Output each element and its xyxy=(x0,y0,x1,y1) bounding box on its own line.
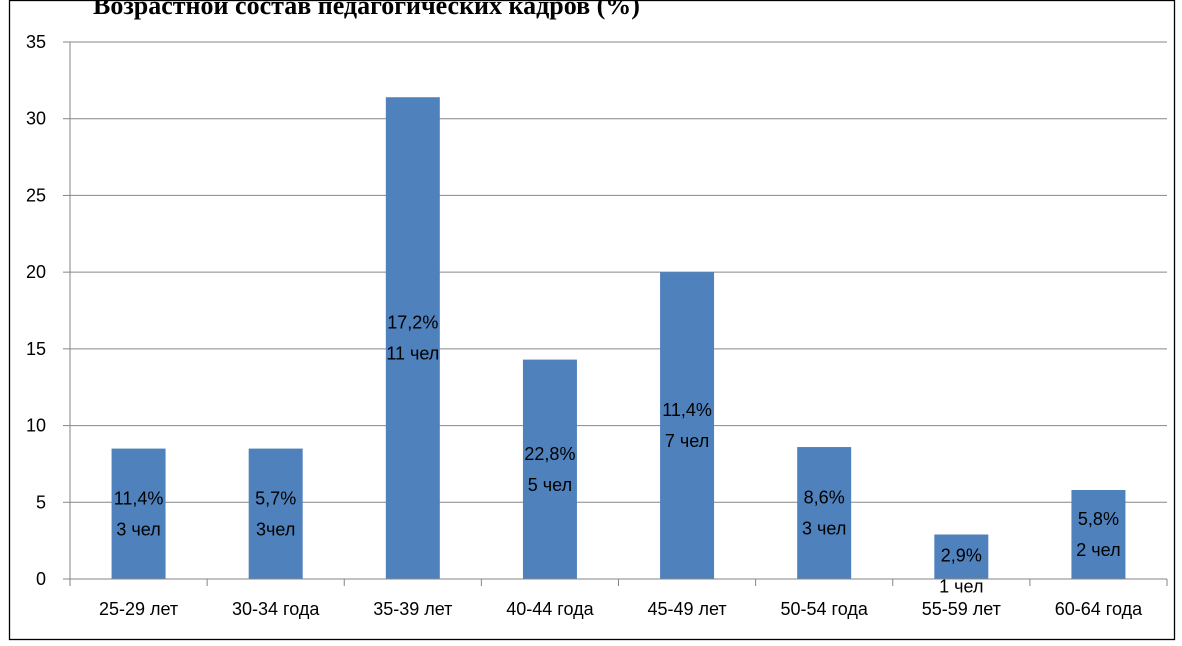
y-tick-label: 25 xyxy=(26,185,46,205)
x-category-label: 30-34 года xyxy=(232,599,320,619)
x-category-label: 55-59 лет xyxy=(922,599,1001,619)
x-category-label: 50-54 года xyxy=(781,599,869,619)
bar xyxy=(797,447,852,579)
data-label: 5,7% xyxy=(255,488,296,508)
bar xyxy=(934,534,989,579)
data-label: 3 чел xyxy=(802,519,846,539)
y-tick-label: 35 xyxy=(26,32,46,52)
data-label: 22,8% xyxy=(524,444,575,464)
data-label: 5,8% xyxy=(1078,509,1119,529)
data-label: 5 чел xyxy=(528,475,572,495)
data-label: 11 чел xyxy=(386,344,439,364)
y-tick-label: 15 xyxy=(26,339,46,359)
chart-title: Возрастной состав педагогических кадров … xyxy=(93,0,640,20)
y-tick-label: 20 xyxy=(26,262,46,282)
data-label: 8,6% xyxy=(804,488,845,508)
chart-border xyxy=(8,0,1176,641)
data-label: 3 чел xyxy=(116,519,160,539)
bar xyxy=(111,448,166,579)
x-category-label: 35-39 лет xyxy=(373,599,452,619)
y-tick-label: 30 xyxy=(26,109,46,129)
y-tick-label: 10 xyxy=(26,416,46,436)
data-label: 7 чел xyxy=(665,431,709,451)
bar xyxy=(1071,490,1126,579)
data-label: 11,4% xyxy=(662,400,712,420)
y-tick-label: 5 xyxy=(36,492,46,512)
x-category-label: 60-64 года xyxy=(1055,599,1143,619)
bar xyxy=(522,359,577,579)
x-category-label: 45-49 лет xyxy=(647,599,726,619)
data-label: 17,2% xyxy=(387,313,438,333)
data-label: 1 чел xyxy=(939,577,983,597)
data-label: 11,4% xyxy=(114,488,164,508)
bar xyxy=(660,272,715,579)
data-label: 2,9% xyxy=(941,546,982,566)
data-label: 3чел xyxy=(256,519,295,539)
bar xyxy=(385,97,440,579)
x-category-label: 25-29 лет xyxy=(99,599,178,619)
data-label: 2 чел xyxy=(1076,540,1120,560)
x-category-label: 40-44 года xyxy=(506,599,594,619)
bar xyxy=(248,448,303,579)
y-tick-label: 0 xyxy=(36,569,46,589)
